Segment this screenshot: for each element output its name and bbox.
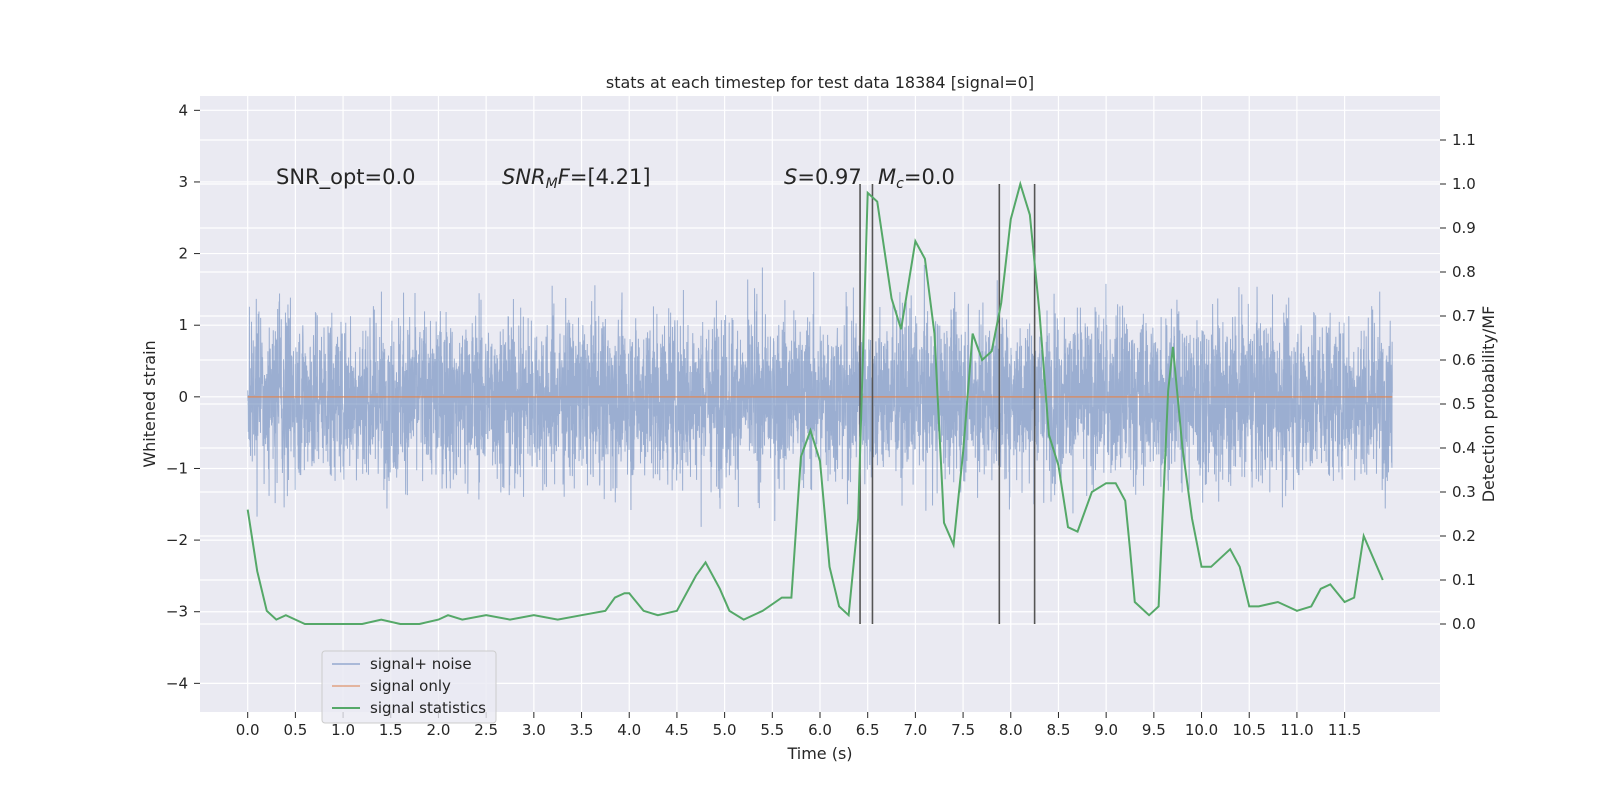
y2-tick-label: 0.3	[1452, 483, 1476, 501]
annotation-mc-value: 0.0	[921, 165, 954, 189]
annotation-mc: Mc=0.0	[878, 165, 955, 192]
series-signal-noise	[247, 264, 1393, 527]
y2-tick-label: 0.4	[1452, 439, 1476, 457]
y2-tick-label: 1.0	[1452, 175, 1476, 193]
x-tick-label: 8.0	[999, 721, 1023, 739]
x-tick-label: 6.0	[808, 721, 832, 739]
legend-label-signal-statistics: signal statistics	[370, 699, 486, 717]
x-tick-label: 8.5	[1047, 721, 1071, 739]
x-axis-label: Time (s)	[786, 744, 852, 763]
x-tick-label: 3.0	[522, 721, 546, 739]
y-tick-label: 1	[178, 316, 188, 334]
y-tick-label: 4	[178, 101, 188, 119]
x-tick-label: 0.5	[283, 721, 307, 739]
annotation-snr-mf: SNRMF=[4.21]	[502, 165, 651, 192]
y-tick-label: −2	[166, 531, 188, 549]
y2-tick-label: 0.1	[1452, 571, 1476, 589]
x-tick-label: 7.5	[951, 721, 975, 739]
x-tick-label: 0.0	[236, 721, 260, 739]
detection-markers	[859, 184, 1036, 624]
y-axis-label: Whitened strain	[140, 340, 159, 467]
y2-tick-label: 1.1	[1452, 131, 1476, 149]
y-tick-label: 0	[178, 388, 188, 406]
series-signal-statistics	[246, 180, 1384, 625]
x-tick-label: 7.0	[903, 721, 927, 739]
x-tick-label: 10.5	[1233, 721, 1266, 739]
x-tick-label: 11.5	[1328, 721, 1361, 739]
legend-label-signal-noise: signal+ noise	[370, 655, 472, 673]
y-tick-label: −3	[166, 603, 188, 621]
y-tick-label: 2	[178, 245, 188, 263]
y-tick-label: −1	[166, 459, 188, 477]
y2-tick-label: 0.5	[1452, 395, 1476, 413]
annotation-s: S=0.97	[784, 165, 862, 189]
y2-tick-label: 0.2	[1452, 527, 1476, 545]
x-tick-label: 6.5	[856, 721, 880, 739]
x-tick-label: 4.5	[665, 721, 689, 739]
y-tick-label: 3	[178, 173, 188, 191]
annotation-snr-opt: SNR_opt=0.0	[276, 165, 416, 190]
y2-tick-label: 0.6	[1452, 351, 1476, 369]
legend: signal+ noise signal only signal statist…	[321, 650, 497, 724]
x-tick-label: 11.0	[1280, 721, 1313, 739]
y2-tick-label: 0.8	[1452, 263, 1476, 281]
x-tick-label: 9.0	[1094, 721, 1118, 739]
x-tick-label: 1.5	[379, 721, 403, 739]
x-tick-label: 2.0	[427, 721, 451, 739]
x-tick-label: 4.0	[617, 721, 641, 739]
y2-axis-label: Detection probability/MF	[1479, 306, 1498, 503]
x-tick-label: 9.5	[1142, 721, 1166, 739]
y2-tick-label: 0.7	[1452, 307, 1476, 325]
x-tick-label: 5.0	[713, 721, 737, 739]
annotation-s-value: 0.97	[815, 165, 862, 189]
legend-label-signal-only: signal only	[370, 677, 451, 695]
noise-trace	[247, 264, 1393, 527]
axis-ticks: 0.0 0.5 1.0 1.5 2.0 2.5 3.0 3.5 4.0 4.5 5.0 5.5 6.0 6…	[166, 101, 1476, 739]
x-tick-label: 5.5	[760, 721, 784, 739]
legend-box	[321, 650, 497, 724]
y-tick-label: −4	[166, 674, 188, 692]
x-tick-label: 10.0	[1185, 721, 1218, 739]
y2-tick-label: 0.9	[1452, 219, 1476, 237]
x-tick-label: 3.5	[570, 721, 594, 739]
chart-title: stats at each timestep for test data 183…	[606, 73, 1034, 92]
annotation-snr-mf-value: [4.21]	[587, 165, 650, 189]
x-tick-label: 2.5	[474, 721, 498, 739]
x-tick-label: 1.0	[331, 721, 355, 739]
y2-tick-label: 0.0	[1452, 615, 1476, 633]
